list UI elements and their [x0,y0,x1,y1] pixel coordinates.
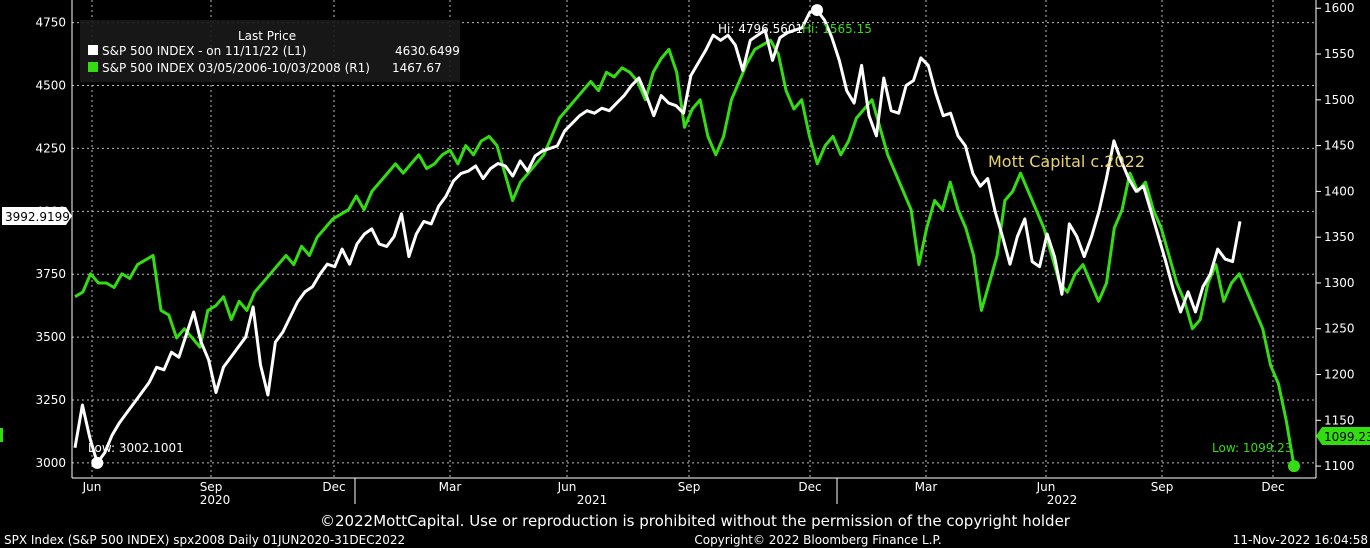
month-tick-label: Jun [1036,480,1056,494]
right-tick-label: 1350 [1324,230,1355,244]
right-tick-label: 1550 [1324,47,1355,61]
hi-green-label: Hi: 1565.15 [802,22,872,36]
legend-entry-white: S&P 500 INDEX - on 11/11/22 (L1) [102,44,306,58]
right-tick-label: 1150 [1324,413,1355,427]
left-tick-label: 4750 [35,16,66,30]
left-tick-label: 4250 [35,141,66,155]
right-tick-label: 1200 [1324,368,1355,382]
month-tick-label: Jun [82,480,102,494]
legend-entry-green: S&P 500 INDEX 03/05/2006-10/03/2008 (R1) [102,61,370,75]
month-tick-label: Dec [322,480,345,494]
month-tick-label: Dec [1261,480,1284,494]
left-green-marker [0,428,3,442]
month-tick-label: Jun [557,480,577,494]
right-tick-label: 1250 [1324,322,1355,336]
legend-background [80,20,460,82]
watermark-text: Mott Capital c.2022 [988,152,1145,171]
copyright-notice: ©2022MottCapital. Use or reproduction is… [320,512,1071,530]
hi-white-label: Hi: 4796.5601 [718,22,803,36]
month-tick-label: Sep [1151,480,1174,494]
series-line-green [74,38,1296,467]
footer-center: Copyright© 2022 Bloomberg Finance L.P. [694,533,941,547]
left-tick-label: 3750 [35,267,66,281]
legend-value-green: 1467.67 [392,61,442,75]
hi-white-marker [811,4,824,17]
month-tick-label: Sep [678,480,701,494]
low-green-label: Low: 1099.23 [1212,441,1292,455]
left-tick-label: 3000 [35,456,66,470]
series-layer [73,4,1300,473]
footer-right: 11-Nov-2022 16:04:58 [1233,533,1368,547]
month-tick-label: Mar [915,480,938,494]
right-tag-text: 1099.23 [1324,430,1370,444]
legend-swatch-white [88,45,98,55]
left-tick-label: 4500 [35,79,66,93]
month-tick-label: Sep [200,480,223,494]
x-axis: Jun Sep Dec Mar Jun Sep Dec Mar Jun Sep Dec 2020 202… [72,477,1316,507]
year-tick-label: 2021 [577,493,608,507]
left-tag-text: 3992.9199 [5,210,70,224]
legend-swatch-green [88,62,98,72]
month-tick-label: Mar [439,480,462,494]
right-last-price-tag: 1099.23 [1316,427,1370,445]
year-tick-label: 2022 [1047,493,1078,507]
left-last-price-tag: 3992.9199 [2,207,72,225]
year-tick-label: 2020 [200,493,231,507]
month-tick-label: Dec [798,480,821,494]
right-axis: 1100 1150 1200 1250 1300 1350 1400 1450 1500 1550… [1315,0,1355,478]
legend-value-white: 4630.6499 [395,44,460,58]
right-tick-label: 1450 [1324,139,1355,153]
low-green-marker [1288,460,1300,473]
low-white-marker [91,456,104,469]
right-tick-label: 1400 [1324,184,1355,198]
right-tick-label: 1100 [1324,459,1355,473]
right-tick-label: 1600 [1324,1,1355,15]
footer-left: SPX Index (S&P 500 INDEX) spx2008 Daily … [4,533,405,547]
right-tick-label: 1300 [1324,276,1355,290]
left-tick-label: 3500 [35,330,66,344]
right-tick-label: 1500 [1324,93,1355,107]
legend: Last Price S&P 500 INDEX - on 11/11/22 (… [80,20,460,82]
low-white-label: Low: 3002.1001 [88,441,184,455]
legend-header: Last Price [238,29,296,43]
series-line-white [73,8,1242,465]
left-tick-label: 3250 [35,393,66,407]
